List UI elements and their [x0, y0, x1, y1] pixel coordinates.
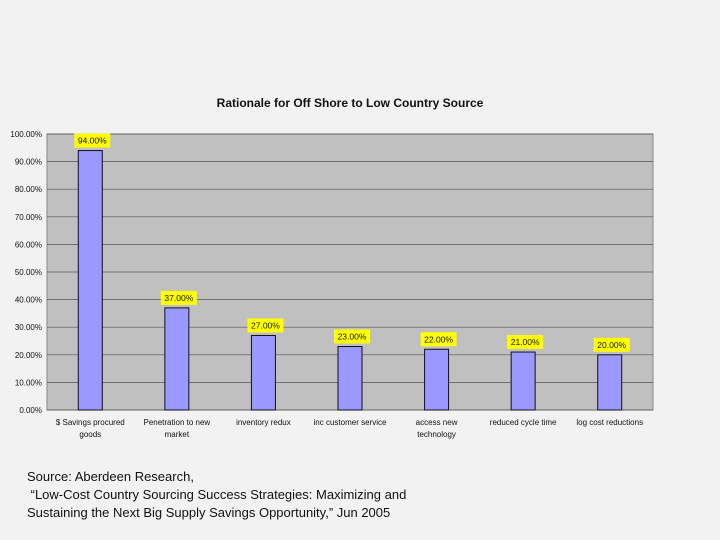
- y-tick-label: 10.00%: [15, 378, 42, 387]
- source-citation: Source: Aberdeen Research, “Low-Cost Cou…: [27, 468, 627, 522]
- data-label: 20.00%: [597, 340, 626, 350]
- source-line-3: Sustaining the Next Big Supply Savings O…: [27, 505, 391, 520]
- x-category-label: log cost reductions: [576, 418, 643, 427]
- bar: [77, 150, 103, 411]
- bar: [337, 346, 363, 411]
- y-tick-label: 100.00%: [10, 130, 42, 139]
- y-tick-label: 40.00%: [15, 296, 42, 305]
- y-tick-label: 60.00%: [15, 240, 42, 249]
- data-label-background: [593, 337, 630, 352]
- data-label-background: [247, 318, 284, 333]
- data-label: 21.00%: [511, 337, 540, 347]
- x-category-label: Penetration to new: [143, 418, 210, 427]
- x-category-label: $ Savings procured: [56, 418, 125, 427]
- data-label: 22.00%: [424, 334, 453, 344]
- bar: [424, 348, 450, 411]
- y-tick-label: 80.00%: [15, 185, 42, 194]
- data-label-background: [74, 133, 111, 148]
- bar-chart: Rationale for Off Shore to Low Country S…: [10, 96, 654, 439]
- bar: [164, 307, 190, 411]
- bar: [597, 354, 623, 411]
- gridlines: [47, 133, 653, 411]
- source-line-2: “Low-Cost Country Sourcing Success Strat…: [27, 487, 407, 502]
- y-tick-label: 0.00%: [19, 406, 42, 415]
- x-axis-category-labels: $ Savings procured goods Penetration to ne…: [56, 418, 643, 439]
- bars: [77, 150, 623, 411]
- bar: [510, 351, 536, 411]
- data-labels: 94.00% 37.00% 27.00% 23.00% 22.00% 21.00% 20.0…: [74, 133, 630, 352]
- chart-title: Rationale for Off Shore to Low Country S…: [217, 96, 484, 110]
- y-tick-label: 90.00%: [15, 158, 42, 167]
- y-tick-label: 70.00%: [15, 213, 42, 222]
- data-label: 37.00%: [164, 293, 193, 303]
- x-category-label: access new: [416, 418, 458, 427]
- data-label-background: [334, 329, 370, 344]
- x-category-label: technology: [417, 430, 456, 439]
- data-label: 94.00%: [78, 136, 107, 146]
- x-category-label: goods: [79, 430, 101, 439]
- y-tick-label: 50.00%: [15, 268, 42, 277]
- data-label: 27.00%: [251, 320, 280, 330]
- x-category-label: inventory redux: [236, 418, 291, 427]
- bar: [250, 334, 276, 411]
- data-label: 23.00%: [338, 332, 367, 342]
- y-tick-label: 30.00%: [15, 323, 42, 332]
- data-label-background: [160, 290, 197, 305]
- source-line-1: Source: Aberdeen Research,: [27, 469, 194, 484]
- data-label-background: [420, 332, 457, 347]
- y-tick-label: 20.00%: [15, 351, 42, 360]
- data-label-background: [507, 335, 544, 350]
- x-category-label: market: [165, 430, 190, 439]
- x-category-label: inc customer service: [314, 418, 387, 427]
- y-axis-tick-labels: 0.00% 10.00% 20.00% 30.00% 40.00% 50.00% 60.00…: [10, 130, 42, 415]
- x-category-label: reduced cycle time: [490, 418, 557, 427]
